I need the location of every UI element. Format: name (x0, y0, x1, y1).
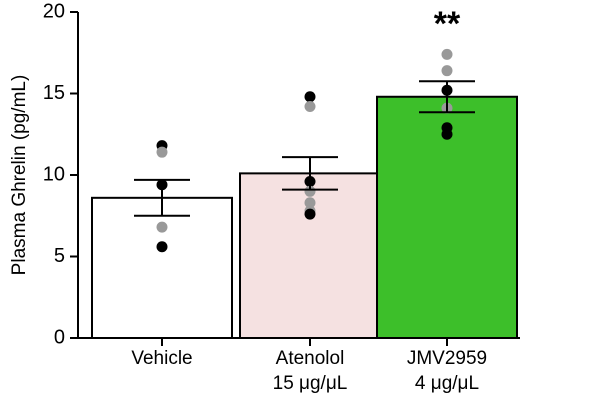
data-point (156, 146, 168, 158)
y-tick-label: 10 (43, 163, 65, 185)
data-point (156, 221, 168, 233)
data-point (441, 128, 453, 140)
x-tick-label: Atenolol 15 μg/μL (272, 348, 348, 394)
significance-annotation: ** (434, 5, 461, 43)
data-point (441, 65, 453, 77)
x-tick-label: JMV2959 4 μg/μL (406, 348, 488, 394)
y-tick-label: 0 (54, 326, 65, 348)
data-point (441, 48, 453, 60)
y-tick-label: 5 (54, 245, 65, 267)
y-tick-label: 20 (43, 0, 65, 22)
data-point (156, 241, 168, 253)
y-axis-label: Plasma Ghrelin (pg/mL) (9, 75, 30, 276)
data-point (304, 101, 316, 113)
data-point (304, 197, 316, 209)
data-point (304, 185, 316, 197)
data-point (304, 91, 316, 103)
bar (91, 196, 233, 339)
data-point (304, 208, 316, 220)
y-tick-label: 15 (43, 82, 65, 104)
x-tick-label: Vehicle (131, 348, 193, 369)
